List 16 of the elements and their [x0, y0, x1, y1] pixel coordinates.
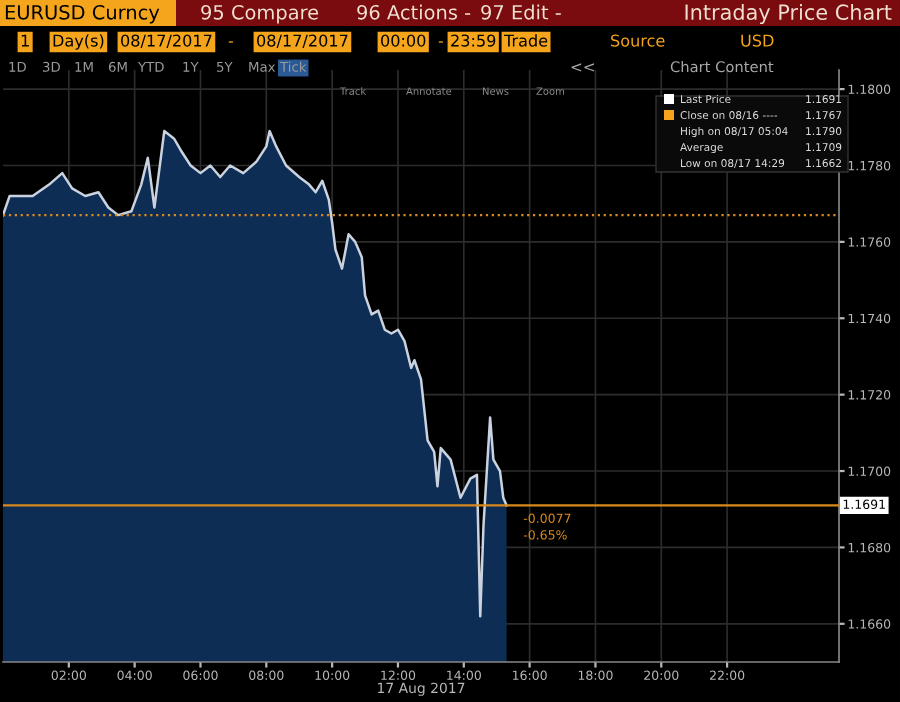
text: 97 Edit - [481, 4, 561, 20]
text: 1 [21, 34, 29, 47]
text: 96 Actions - [357, 4, 471, 20]
text: USD [741, 34, 774, 47]
text: 23:59 [451, 34, 496, 47]
text: Source [611, 34, 665, 47]
text: 00:00 [381, 34, 426, 47]
text: - [228, 41, 234, 43]
text: - [438, 41, 444, 43]
text: Trade [503, 34, 548, 47]
chart-title: Intraday Price Chart [685, 3, 892, 25]
text: 08/17/2017 [121, 34, 212, 48]
text: EURUSD Curncy [5, 4, 160, 24]
text: 95 Compare [201, 4, 319, 24]
text: Day(s) [53, 34, 104, 50]
text: 08/17/2017 [257, 34, 348, 48]
